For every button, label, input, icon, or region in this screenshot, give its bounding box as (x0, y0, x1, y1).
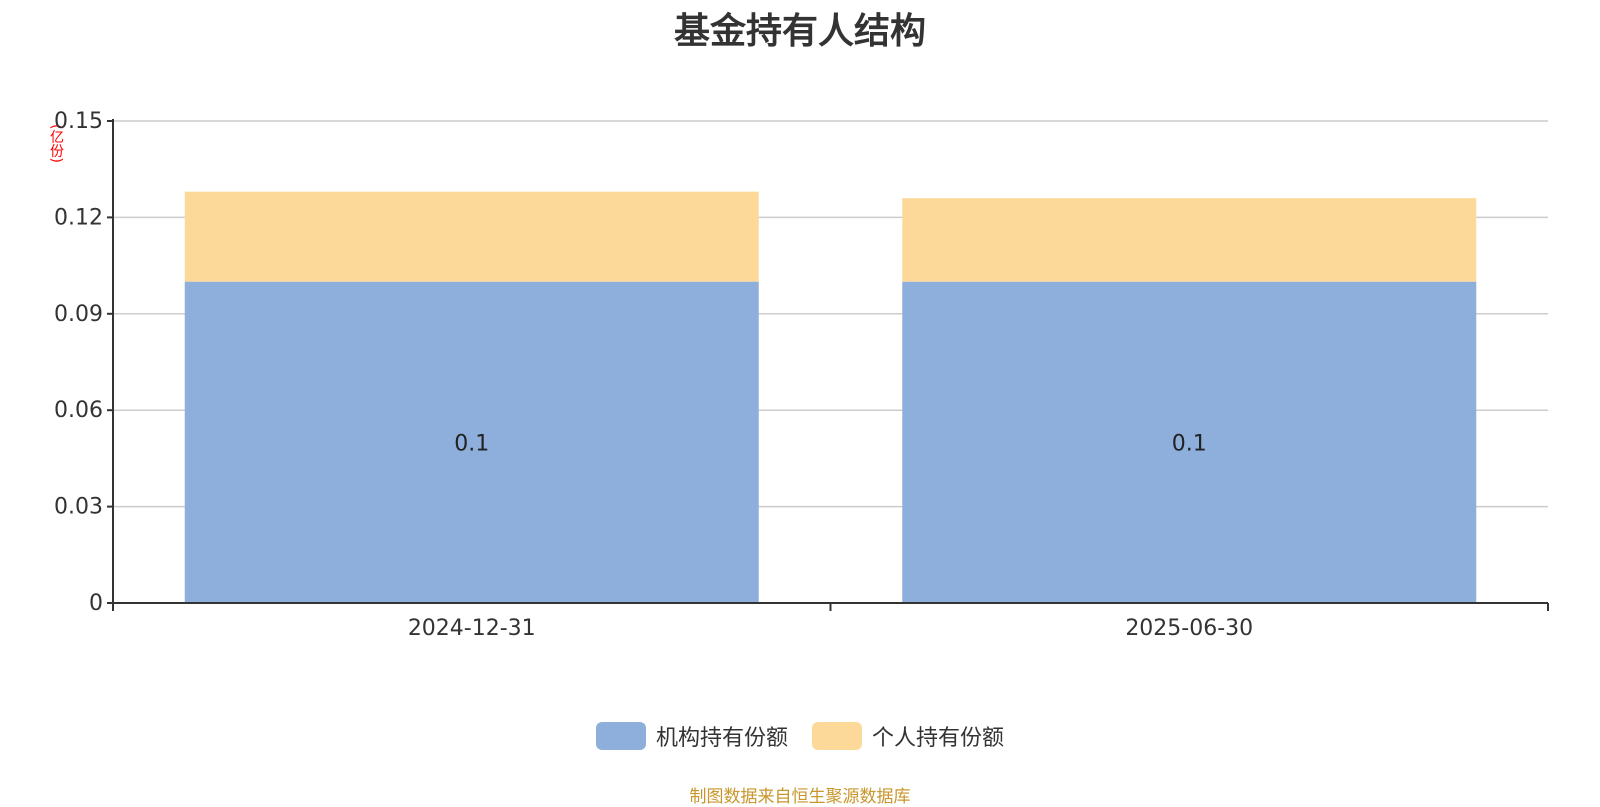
y-axis-unit-label: (亿份) (48, 124, 64, 163)
bar-segment[interactable] (184, 281, 759, 603)
legend-swatch-institutional (595, 722, 646, 750)
legend-label: 个人持有份额 (872, 726, 1005, 751)
x-tick-label: 2025-06-30 (1125, 616, 1253, 641)
bar-data-label: 0.1 (454, 431, 489, 456)
y-tick-label: 0.15 (54, 109, 103, 134)
chart-title: 基金持有人结构 (673, 11, 926, 52)
legend-swatch-individual (812, 722, 862, 750)
y-tick-label: 0.09 (54, 302, 103, 327)
y-tick-label: 0.06 (54, 398, 103, 423)
x-tick-label: 2024-12-31 (408, 616, 536, 641)
bar-segment[interactable] (902, 198, 1477, 282)
y-tick-label: 0.12 (54, 205, 103, 230)
legend: 机构持有份额 个人持有份额 (0, 720, 1600, 752)
data-source-note: 制图数据来自恒生聚源数据库 (689, 787, 911, 807)
legend-label: 机构持有份额 (655, 726, 788, 751)
legend-item-institutional[interactable]: 机构持有份额 (595, 720, 788, 752)
bar-data-label: 0.1 (1172, 431, 1207, 456)
y-tick-label: 0 (89, 591, 103, 616)
legend-item-individual[interactable]: 个人持有份额 (812, 720, 1004, 752)
y-tick-label: 0.03 (54, 495, 103, 520)
bar-chart: 0 0.03 0.06 0.09 0.12 0.15 0.1 2024-12-31 0.1 202… (54, 109, 1549, 641)
bar-segment[interactable] (184, 191, 759, 282)
bar-segment[interactable] (902, 281, 1477, 603)
